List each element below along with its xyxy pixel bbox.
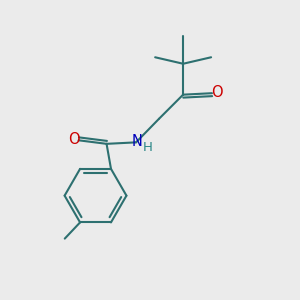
Text: O: O [68,132,80,147]
Text: N: N [131,134,142,149]
Text: O: O [212,85,223,100]
Text: H: H [142,141,152,154]
